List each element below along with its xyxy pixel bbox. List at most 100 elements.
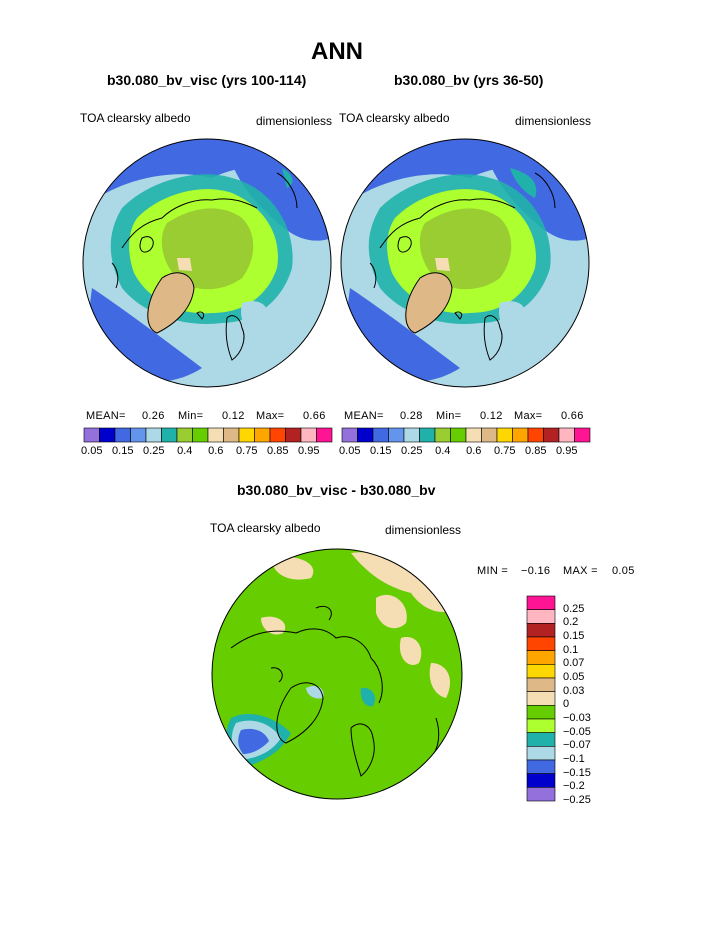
colorbar-tick-label: −0.03	[563, 712, 591, 724]
colorbar-tick-label: 0.85	[525, 445, 547, 457]
colorbar-swatch	[285, 427, 302, 443]
colorbar-tick-label: −0.05	[563, 725, 591, 738]
left-case-title: b30.080_bv_visc (yrs 100-114)	[107, 72, 307, 88]
colorbar-tick-label: −0.15	[563, 766, 591, 779]
colorbar-swatch	[526, 746, 556, 761]
colorbar-tick-label: 0	[563, 698, 570, 711]
diff-units-label: dimensionless	[385, 523, 462, 537]
right-min-label: Min=	[436, 410, 462, 422]
colorbar-tick-label: 0.05	[563, 671, 585, 683]
colorbar-swatch	[558, 427, 575, 443]
colorbar-swatch	[83, 427, 100, 443]
colorbar-swatch	[99, 427, 116, 443]
left-polar-map	[82, 138, 332, 388]
colorbar-swatch	[526, 595, 556, 610]
colorbar-swatch	[254, 427, 271, 443]
colorbar-swatch	[223, 427, 240, 443]
left-colorbar	[83, 427, 333, 443]
right-max-label: Max=	[514, 410, 543, 422]
colorbar-tick-label: 0.15	[112, 445, 134, 457]
colorbar-swatch	[130, 427, 147, 443]
colorbar-swatch	[527, 427, 544, 443]
left-min-label: Min=	[178, 410, 204, 422]
right-variable-label: TOA clearsky albedo	[339, 111, 450, 125]
diff-polar-map	[211, 548, 463, 800]
colorbar-swatch	[161, 427, 178, 443]
colorbar-tick-label: 0.05	[339, 445, 361, 457]
colorbar-swatch	[526, 732, 556, 747]
colorbar-swatch	[526, 677, 556, 692]
colorbar-swatch	[207, 427, 224, 443]
left-variable-label: TOA clearsky albedo	[80, 111, 191, 125]
left-max-label: Max=	[256, 410, 285, 422]
colorbar-tick-label: 0.95	[556, 445, 578, 457]
colorbar-tick-label: 0.1	[563, 643, 579, 656]
colorbar-swatch	[526, 650, 556, 665]
diff-colorbar	[526, 595, 556, 802]
page-title: ANN	[311, 38, 363, 65]
colorbar-swatch	[114, 427, 131, 443]
diff-max-label: MAX =	[563, 565, 598, 577]
right-mean-label: MEAN=	[344, 410, 384, 422]
colorbar-swatch	[300, 427, 317, 443]
colorbar-swatch	[526, 636, 556, 651]
colorbar-swatch	[238, 427, 255, 443]
diff-max-value: 0.05	[612, 565, 635, 577]
colorbar-swatch	[526, 718, 556, 733]
left-min-value: 0.12	[222, 410, 245, 422]
left-units-label: dimensionless	[256, 114, 333, 128]
colorbar-tick-label: 0.2	[563, 616, 579, 629]
colorbar-tick-label: 0.95	[298, 445, 320, 457]
colorbar-swatch	[316, 427, 333, 443]
right-min-value: 0.12	[480, 410, 503, 422]
colorbar-swatch	[419, 427, 436, 443]
colorbar-swatch	[496, 427, 513, 443]
colorbar-tick-label: −0.2	[563, 780, 585, 793]
right-units-label: dimensionless	[515, 114, 592, 128]
left-mean-value: 0.26	[142, 410, 165, 422]
colorbar-swatch	[372, 427, 389, 443]
colorbar-swatch	[526, 664, 556, 679]
colorbar-swatch	[269, 427, 286, 443]
colorbar-swatch	[526, 609, 556, 624]
colorbar-tick-label: 0.25	[563, 602, 585, 615]
colorbar-swatch	[526, 691, 556, 706]
colorbar-tick-label: −0.07	[563, 739, 591, 752]
colorbar-swatch	[434, 427, 451, 443]
right-mean-value: 0.28	[400, 410, 423, 422]
colorbar-swatch	[341, 427, 358, 443]
right-polar-map	[340, 138, 590, 388]
colorbar-tick-label: 0.15	[563, 630, 585, 642]
colorbar-tick-label: 0.15	[370, 445, 392, 457]
right-case-title: b30.080_bv (yrs 36-50)	[394, 72, 544, 88]
colorbar-tick-label: 0.4	[177, 445, 193, 457]
colorbar-tick-label: 0.6	[208, 445, 224, 457]
colorbar-tick-label: 0.85	[267, 445, 289, 457]
diff-variable-label: TOA clearsky albedo	[210, 521, 321, 535]
colorbar-tick-label: 0.03	[563, 684, 585, 697]
right-max-value: 0.66	[561, 410, 584, 422]
colorbar-swatch	[526, 759, 556, 774]
colorbar-swatch	[481, 427, 498, 443]
colorbar-swatch	[357, 427, 374, 443]
colorbar-tick-label: 0.75	[494, 445, 516, 457]
colorbar-tick-label: −0.25	[563, 794, 591, 806]
colorbar-tick-label: 0.25	[143, 445, 165, 457]
colorbar-swatch	[526, 773, 556, 788]
colorbar-swatch	[543, 427, 560, 443]
left-mean-label: MEAN=	[86, 410, 126, 422]
colorbar-swatch	[192, 427, 209, 443]
colorbar-swatch	[526, 787, 556, 802]
diff-min-value: −0.16	[521, 565, 551, 577]
colorbar-swatch	[145, 427, 162, 443]
colorbar-swatch	[403, 427, 420, 443]
colorbar-tick-label: 0.4	[435, 445, 451, 457]
right-colorbar	[341, 427, 591, 443]
colorbar-tick-label: 0.25	[401, 445, 423, 457]
colorbar-swatch	[512, 427, 529, 443]
colorbar-swatch	[526, 705, 556, 720]
colorbar-swatch	[526, 623, 556, 638]
colorbar-swatch	[176, 427, 193, 443]
colorbar-swatch	[574, 427, 591, 443]
left-max-value: 0.66	[303, 410, 326, 422]
